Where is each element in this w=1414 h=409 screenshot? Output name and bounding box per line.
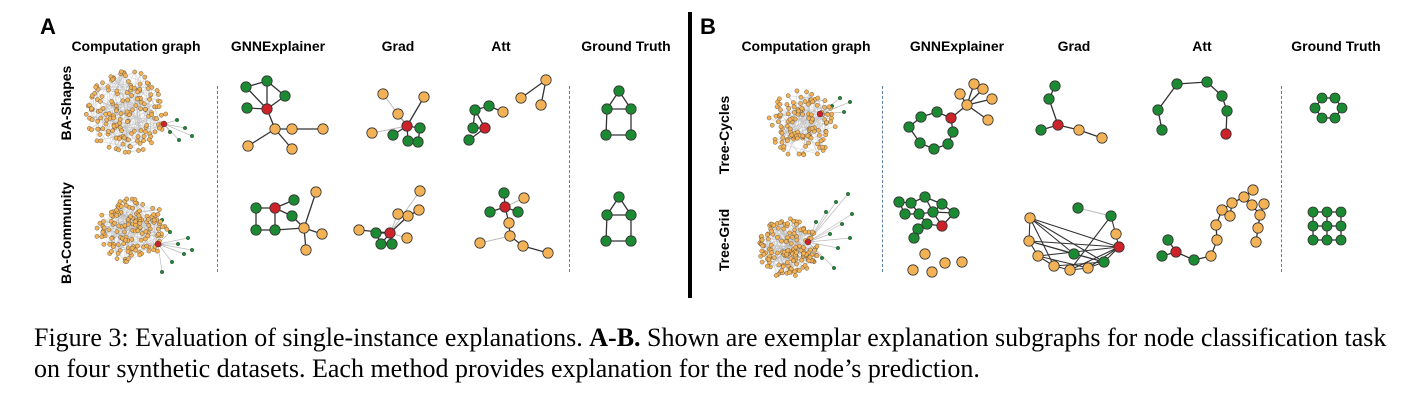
row-label-ba-shapes: BA-Shapes	[58, 65, 74, 141]
graph-tree-cycles-grad	[1035, 80, 1108, 144]
graph-tree-cycles-att	[1152, 76, 1233, 140]
b-col-att: Att	[1192, 38, 1212, 54]
graph-ba-shapes-grad	[366, 88, 430, 148]
a-divider-left	[217, 86, 218, 272]
panel-separator	[688, 12, 692, 298]
caption-bold: A-B.	[589, 323, 641, 352]
caption-prefix: Figure 3: Evaluation of single-instance …	[34, 323, 590, 352]
caption-rest: Shown are exemplar explanation subgraphs…	[34, 323, 1387, 383]
figure-3: A B Computation graph GNNExplainer Grad …	[40, 12, 1381, 298]
b-col-computation-graph: Computation graph	[741, 38, 871, 54]
graph-tree-grid-grad	[1023, 202, 1125, 276]
graph-ba-community-gnnexplainer	[250, 186, 328, 256]
a-divider-right	[569, 86, 570, 272]
graph-ba-community-att	[474, 187, 554, 259]
row-label-ba-community: BA-Community	[58, 182, 74, 284]
graph-ba-community-grad	[353, 185, 426, 250]
a-col-gnnexplainer: GNNExplainer	[230, 38, 326, 54]
graph-ba-shapes-ground-truth	[600, 85, 637, 141]
a-col-ground-truth: Ground Truth	[581, 38, 671, 54]
graph-tree-grid-att	[1156, 184, 1270, 266]
a-col-computation-graph: Computation graph	[71, 38, 201, 54]
b-col-ground-truth: Ground Truth	[1291, 38, 1381, 54]
graph-tree-cycles-computation	[766, 88, 852, 158]
panel-b-letter: B	[700, 14, 716, 39]
graph-tree-grid-gnnexplainer	[893, 191, 968, 278]
b-divider-right	[1281, 86, 1282, 272]
figure-caption: Figure 3: Evaluation of single-instance …	[34, 322, 1404, 384]
graph-tree-grid-ground-truth	[1307, 206, 1347, 246]
row-label-tree-grid: Tree-Grid	[716, 208, 732, 272]
graph-tree-cycles-ground-truth	[1309, 92, 1348, 124]
panel-a-letter: A	[40, 14, 56, 39]
a-col-grad: Grad	[381, 38, 415, 54]
a-col-att: Att	[491, 38, 511, 54]
row-label-tree-cycles: Tree-Cycles	[716, 95, 732, 175]
b-col-grad: Grad	[1057, 38, 1091, 54]
graph-ba-community-ground-truth	[600, 191, 637, 247]
graph-tree-grid-computation	[757, 191, 854, 278]
graph-tree-cycles-gnnexplainer	[903, 78, 998, 155]
graph-ba-community-computation	[94, 196, 194, 274]
b-divider-left	[882, 86, 883, 272]
graph-ba-shapes-att	[463, 74, 552, 146]
graph-ba-shapes-gnnexplainer	[240, 75, 329, 155]
graph-ba-shapes-computation	[83, 69, 194, 155]
b-col-gnnexplainer: GNNExplainer	[909, 38, 1005, 54]
